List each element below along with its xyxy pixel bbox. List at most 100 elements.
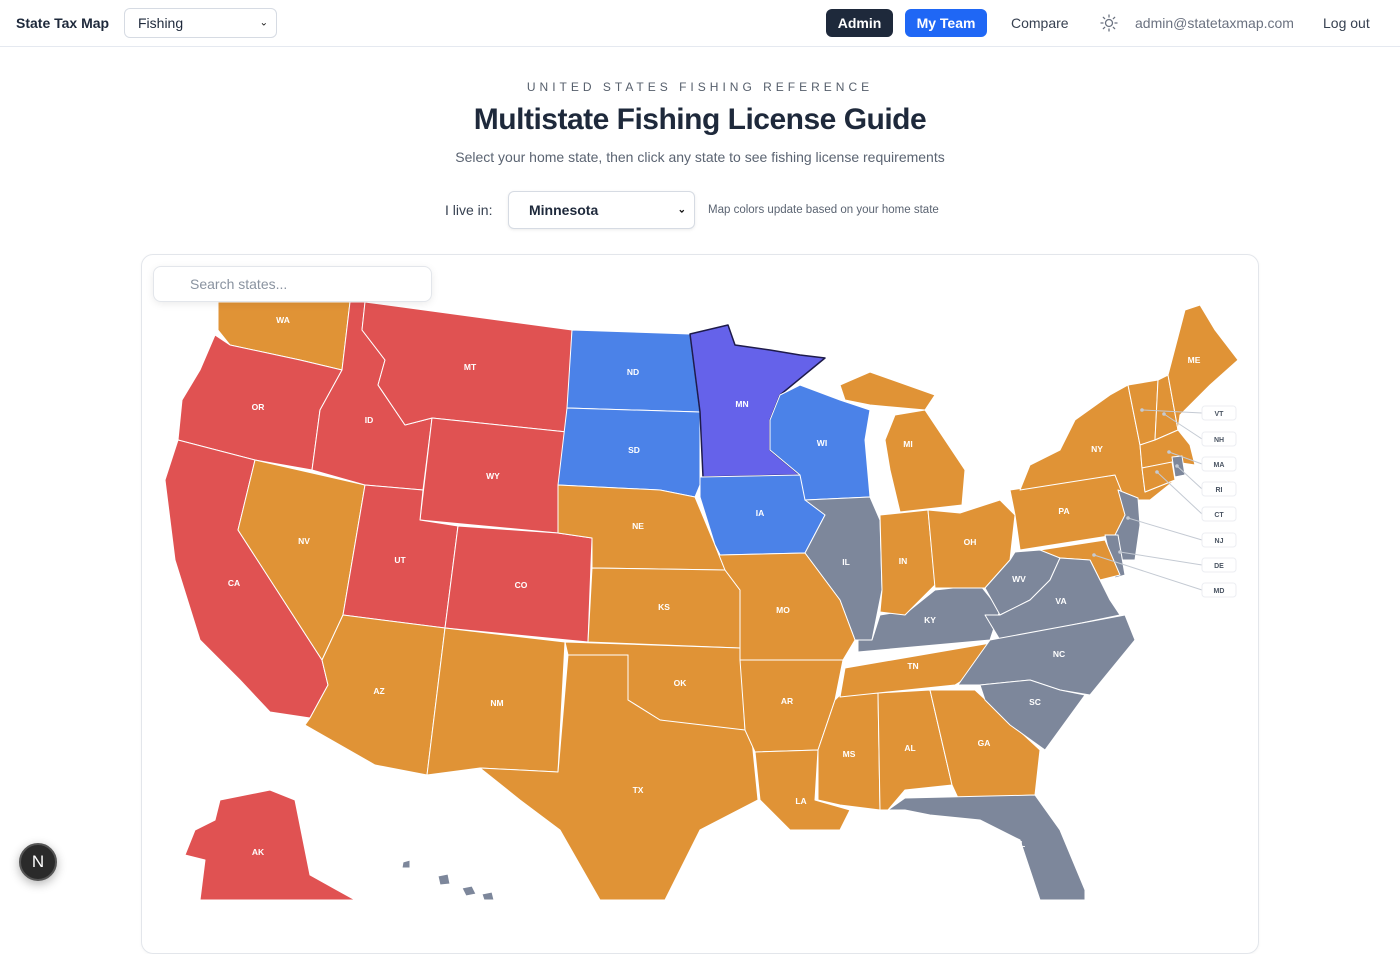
state-mi[interactable] — [884, 409, 966, 513]
callout-dot — [1175, 464, 1179, 468]
state-label-ny: NY — [1091, 444, 1103, 454]
callout-line — [1176, 465, 1203, 490]
callout-line — [1141, 409, 1203, 414]
callout-label-nh: NH — [1214, 437, 1224, 444]
callout-box-ma[interactable] — [1201, 456, 1237, 472]
callout-line — [1093, 554, 1203, 591]
map-color-note: Map colors update based on your home sta… — [708, 204, 939, 216]
dev-tools-button[interactable]: N — [19, 843, 57, 881]
state-label-mt: MT — [464, 362, 477, 372]
page-subtitle: Select your home state, then click any s… — [455, 149, 945, 165]
callout-dot — [1118, 550, 1122, 554]
chevron-down-icon: ⌄ — [259, 17, 268, 29]
category-select-value: Fishing — [138, 15, 184, 31]
state-label-ms: MS — [843, 749, 856, 759]
state-label-tx: TX — [633, 785, 644, 795]
callout-box-md[interactable] — [1201, 582, 1237, 598]
home-state-select[interactable]: Minnesota ⌄ — [508, 191, 695, 229]
callout-line — [1156, 471, 1203, 515]
state-label-wa: WA — [276, 315, 290, 325]
callout-label-vt: VT — [1215, 411, 1225, 418]
state-label-ne: NE — [632, 521, 644, 531]
state-ct[interactable] — [1141, 461, 1176, 493]
logout-link[interactable]: Log out — [1323, 15, 1370, 31]
state-fl[interactable] — [887, 794, 1086, 901]
state-nj[interactable] — [1114, 489, 1141, 561]
state-label-ca: CA — [228, 578, 240, 588]
callout-box-nh[interactable] — [1201, 431, 1237, 447]
state-label-nm: NM — [490, 698, 503, 708]
state-label-wy: WY — [486, 471, 500, 481]
my-team-button[interactable]: My Team — [905, 9, 987, 37]
state-mo[interactable] — [714, 544, 856, 661]
state-label-mn: MN — [735, 399, 748, 409]
state-label-fl: FL — [1015, 839, 1025, 849]
state-label-nv: NV — [298, 536, 310, 546]
state-label-la: LA — [795, 796, 806, 806]
state-label-mo: MO — [776, 605, 790, 615]
compare-link[interactable]: Compare — [1011, 15, 1069, 31]
callout-box-ri[interactable] — [1201, 481, 1237, 497]
state-label-in: IN — [899, 556, 908, 566]
us-map: WA OR CA NV ID MT WY UT CO AZ NM ND SD NE KS OK TX MN IA WI… — [164, 301, 1239, 901]
state-me[interactable] — [1167, 304, 1239, 431]
callout-dot — [1126, 516, 1130, 520]
callout-label-md: MD — [1214, 588, 1225, 595]
callout-dot — [1140, 408, 1144, 412]
state-label-or: OR — [252, 402, 265, 412]
state-label-id: ID — [365, 415, 374, 425]
state-label-sc: SC — [1029, 697, 1041, 707]
state-label-va: VA — [1055, 596, 1066, 606]
callout-line — [1119, 551, 1203, 566]
callout-box-vt[interactable] — [1201, 405, 1237, 421]
state-ak[interactable] — [184, 789, 356, 901]
state-label-pa: PA — [1058, 506, 1069, 516]
state-label-ga: GA — [978, 738, 991, 748]
state-label-me: ME — [1188, 355, 1201, 365]
admin-button[interactable]: Admin — [826, 9, 893, 37]
top-nav: State Tax Map Fishing ⌄ Admin My Team Co… — [0, 0, 1400, 47]
state-label-wi: WI — [817, 438, 827, 448]
state-label-ia: IA — [756, 508, 765, 518]
state-label-nc: NC — [1053, 649, 1065, 659]
callout-label-de: DE — [1214, 563, 1224, 570]
callout-label-ma: MA — [1214, 462, 1225, 469]
brand-title[interactable]: State Tax Map — [16, 15, 110, 31]
map-card: Search states... WA OR CA NV ID MT WY UT CO AZ NM N… — [141, 254, 1259, 954]
callout-line — [1168, 451, 1203, 465]
state-label-ak: AK — [252, 847, 265, 857]
state-label-oh: OH — [964, 537, 977, 547]
callout-label-ct: CT — [1214, 512, 1224, 519]
state-label-al: AL — [904, 743, 915, 753]
sun-icon[interactable] — [1100, 14, 1118, 32]
callout-line — [1127, 517, 1203, 541]
callout-label-ri: RI — [1216, 487, 1223, 494]
state-co[interactable] — [444, 525, 593, 643]
state-label-co: CO — [515, 580, 528, 590]
state-label-tn: TN — [907, 661, 918, 671]
state-label-ks: KS — [658, 602, 670, 612]
state-search-input[interactable]: Search states... — [153, 266, 432, 302]
home-state-value: Minnesota — [529, 202, 599, 218]
state-label-mi: MI — [903, 439, 912, 449]
state-label-wv: WV — [1012, 574, 1026, 584]
state-label-ar: AR — [781, 696, 793, 706]
state-label-il: IL — [842, 557, 850, 567]
state-label-nd: ND — [627, 367, 639, 377]
category-select[interactable]: Fishing ⌄ — [124, 8, 277, 38]
user-email: admin@statetaxmap.com — [1135, 15, 1294, 31]
state-tx[interactable] — [479, 654, 759, 901]
callout-dot — [1155, 470, 1159, 474]
state-label-ut: UT — [394, 555, 406, 565]
state-oh[interactable] — [927, 499, 1016, 589]
state-mi[interactable] — [839, 371, 936, 411]
callout-box-ct[interactable] — [1201, 506, 1237, 522]
state-sc[interactable] — [979, 679, 1086, 751]
state-label-sd: SD — [628, 445, 640, 455]
state-label-ok: OK — [674, 678, 688, 688]
callout-label-nj: NJ — [1215, 538, 1224, 545]
state-hi[interactable] — [401, 859, 495, 901]
callout-dot — [1092, 553, 1096, 557]
callout-box-de[interactable] — [1201, 557, 1237, 573]
callout-box-nj[interactable] — [1201, 532, 1237, 548]
